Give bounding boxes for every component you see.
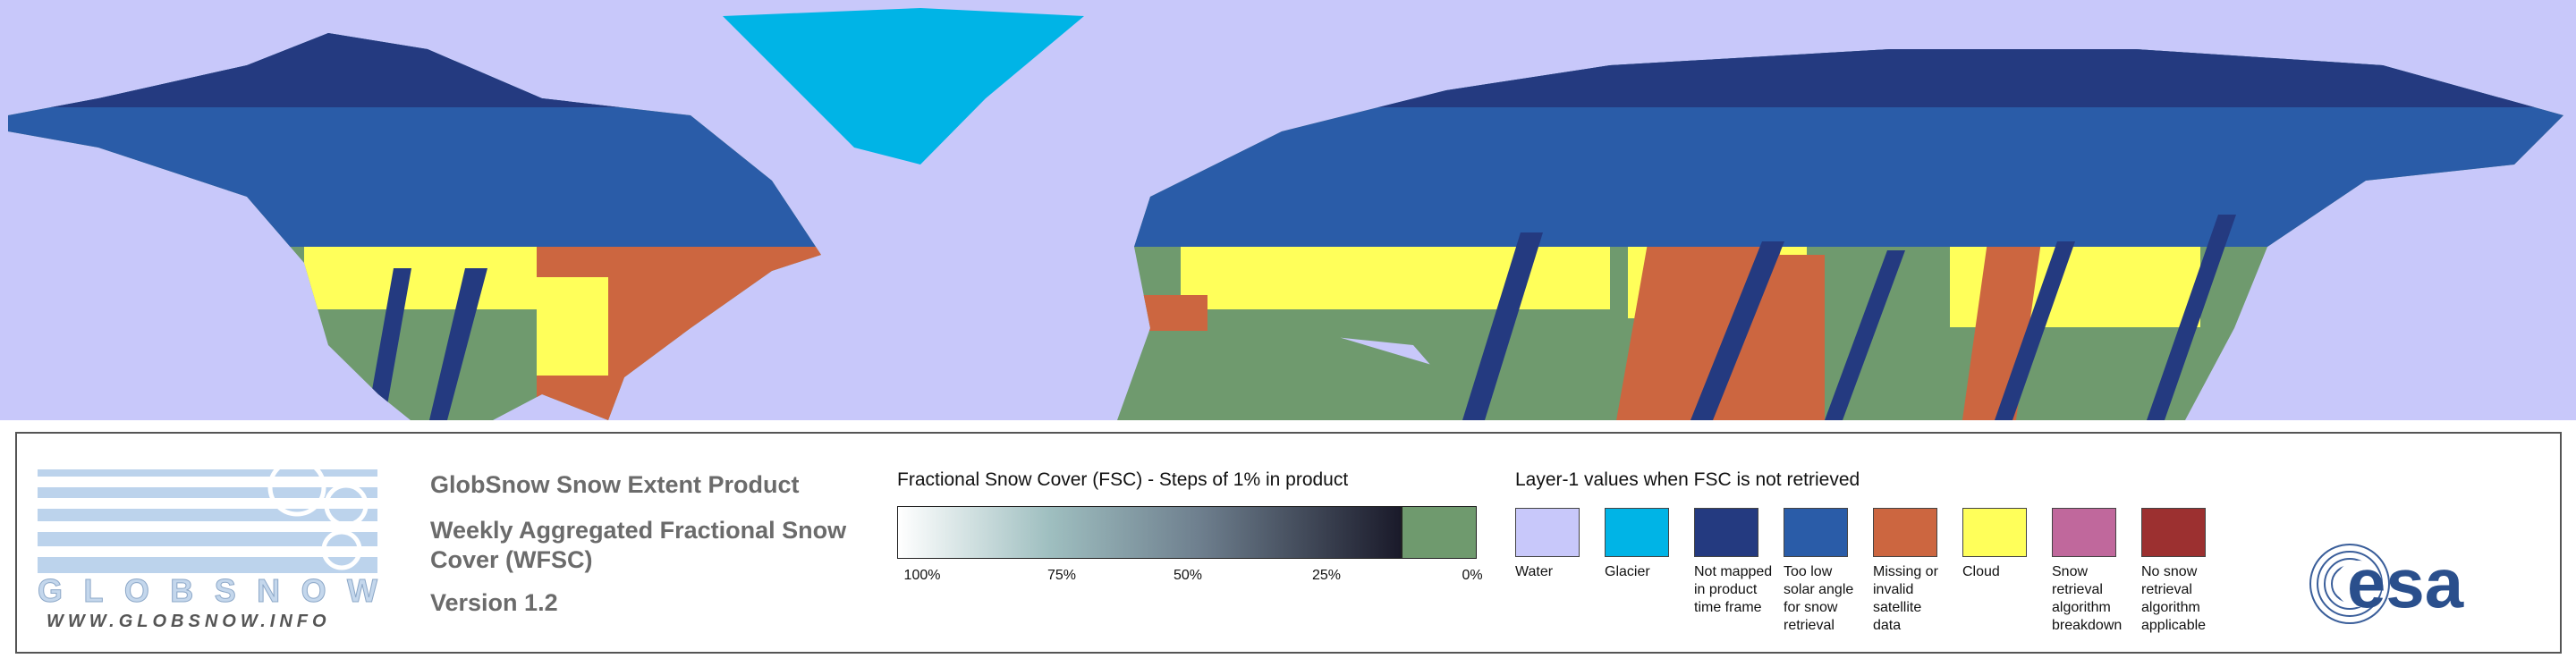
legend-swatch — [2052, 508, 2116, 557]
no-snow-swatch — [1402, 506, 1477, 559]
fsc-gradient — [897, 506, 1402, 559]
legend-label: Not mapped in product time frame — [1694, 564, 1773, 615]
legend-label: Snow retrieval algorithm breakdown — [2052, 564, 2123, 633]
product-subtitle: Weekly Aggregated Fractional Snow Cover … — [430, 517, 847, 573]
legend-label: Missing or invalid satellite data — [1873, 564, 1938, 633]
fsc-title: Fractional Snow Cover (FSC) - Steps of 1… — [897, 469, 1349, 490]
product-title: GlobSnow Snow Extent Product — [430, 471, 800, 498]
legend-swatch — [1962, 508, 2027, 557]
legend-swatch — [1784, 508, 1848, 557]
legend-swatch — [1515, 508, 1580, 557]
legend-label: No snow retrieval algorithm applicable — [2141, 564, 2207, 633]
legend-swatch — [1694, 508, 1758, 557]
logo-name: GLOBSNOW — [38, 572, 377, 609]
fsc-tick-label: 25% — [1311, 568, 1342, 583]
legend-panel: GLOBSNOW WWW.GLOBSNOW.INFO GlobSnow Snow… — [15, 432, 2562, 654]
esa-text: esa — [2347, 544, 2464, 622]
fsc-tick-label: 50% — [1173, 568, 1203, 583]
globsnow-logo: GLOBSNOW WWW.GLOBSNOW.INFO — [38, 458, 378, 631]
layer1-title: Layer-1 values when FSC is not retrieved — [1515, 469, 1860, 490]
fsc-tick-label: 75% — [1046, 568, 1077, 583]
greenland — [723, 8, 1084, 165]
product-version: Version 1.2 — [430, 589, 558, 616]
fsc-tick-label: 100% — [903, 568, 941, 583]
map — [0, 0, 2576, 420]
legend-swatch — [1605, 508, 1669, 557]
esa-logo: esa — [2309, 544, 2464, 624]
legend-label: Glacier — [1605, 564, 1650, 579]
legend-swatch — [1873, 508, 1937, 557]
legend-label: Cloud — [1962, 564, 2000, 579]
fsc-tick-label: 0% — [1462, 568, 1483, 583]
logo-url: WWW.GLOBSNOW.INFO — [47, 612, 331, 631]
legend-swatch — [2141, 508, 2206, 557]
legend-label: Water — [1515, 564, 1554, 579]
legend-label: Too low solar angle for snow retrieval — [1784, 564, 1854, 633]
